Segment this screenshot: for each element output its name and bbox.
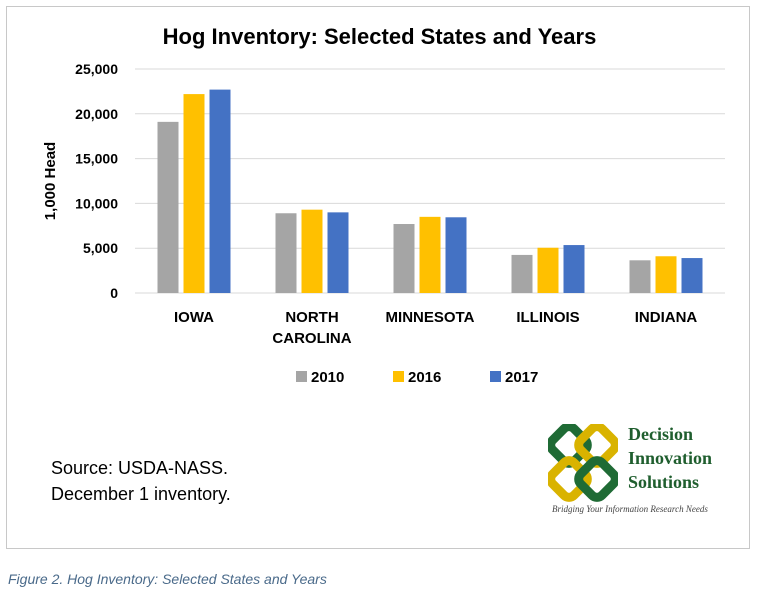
bar (419, 216, 441, 293)
y-tick-label: 20,000 (75, 106, 118, 122)
chart-title: Hog Inventory: Selected States and Years (162, 24, 597, 49)
bar (393, 224, 415, 293)
bar (629, 260, 651, 293)
bar (183, 94, 205, 293)
legend-label: 2017 (505, 369, 538, 386)
bar (537, 247, 559, 293)
logo-line-3: Solutions (628, 472, 700, 492)
chart-frame (6, 6, 750, 549)
bar (681, 258, 703, 293)
legend-label: 2016 (408, 369, 441, 386)
y-tick-label: 0 (110, 285, 118, 301)
company-logo: Decision Innovation Solutions Bridging Y… (548, 422, 738, 522)
bar (655, 256, 677, 293)
x-tick-label: INDIANA (635, 309, 698, 326)
y-tick-label: 10,000 (75, 195, 118, 211)
bar (445, 217, 467, 293)
y-tick-label: 5,000 (83, 240, 118, 256)
bar (209, 89, 231, 293)
bar (275, 213, 297, 293)
logo-wordmark: Decision Innovation Solutions (628, 422, 712, 494)
logo-tagline: Bridging Your Information Research Needs (552, 504, 708, 514)
legend-swatch (490, 371, 501, 382)
y-tick-label: 15,000 (75, 151, 118, 167)
y-tick-label: 25,000 (75, 61, 118, 77)
source-line-1: Source: USDA-NASS. (51, 458, 229, 478)
logo-line-2: Innovation (628, 448, 713, 468)
logo-line-1: Decision (628, 424, 693, 444)
source-line-2: December 1 inventory. (51, 484, 231, 504)
legend-swatch (296, 371, 307, 382)
y-axis-title: 1,000 Head (42, 142, 59, 220)
figure-caption: Figure 2. Hog Inventory: Selected States… (8, 571, 327, 587)
x-tick-label: CAROLINA (272, 330, 351, 347)
x-tick-label: MINNESOTA (386, 309, 475, 326)
source-note: Source: USDA-NASS. December 1 inventory. (51, 455, 231, 507)
knot-logo-icon (548, 424, 618, 502)
bar (301, 209, 323, 293)
x-tick-label: IOWA (174, 309, 214, 326)
legend-swatch (393, 371, 404, 382)
bar (157, 121, 179, 293)
bar (327, 212, 349, 293)
legend-label: 2010 (311, 369, 344, 386)
x-tick-label: ILLINOIS (516, 309, 579, 326)
bar (563, 245, 585, 293)
bar (511, 254, 533, 293)
x-tick-label: NORTH (285, 309, 338, 326)
